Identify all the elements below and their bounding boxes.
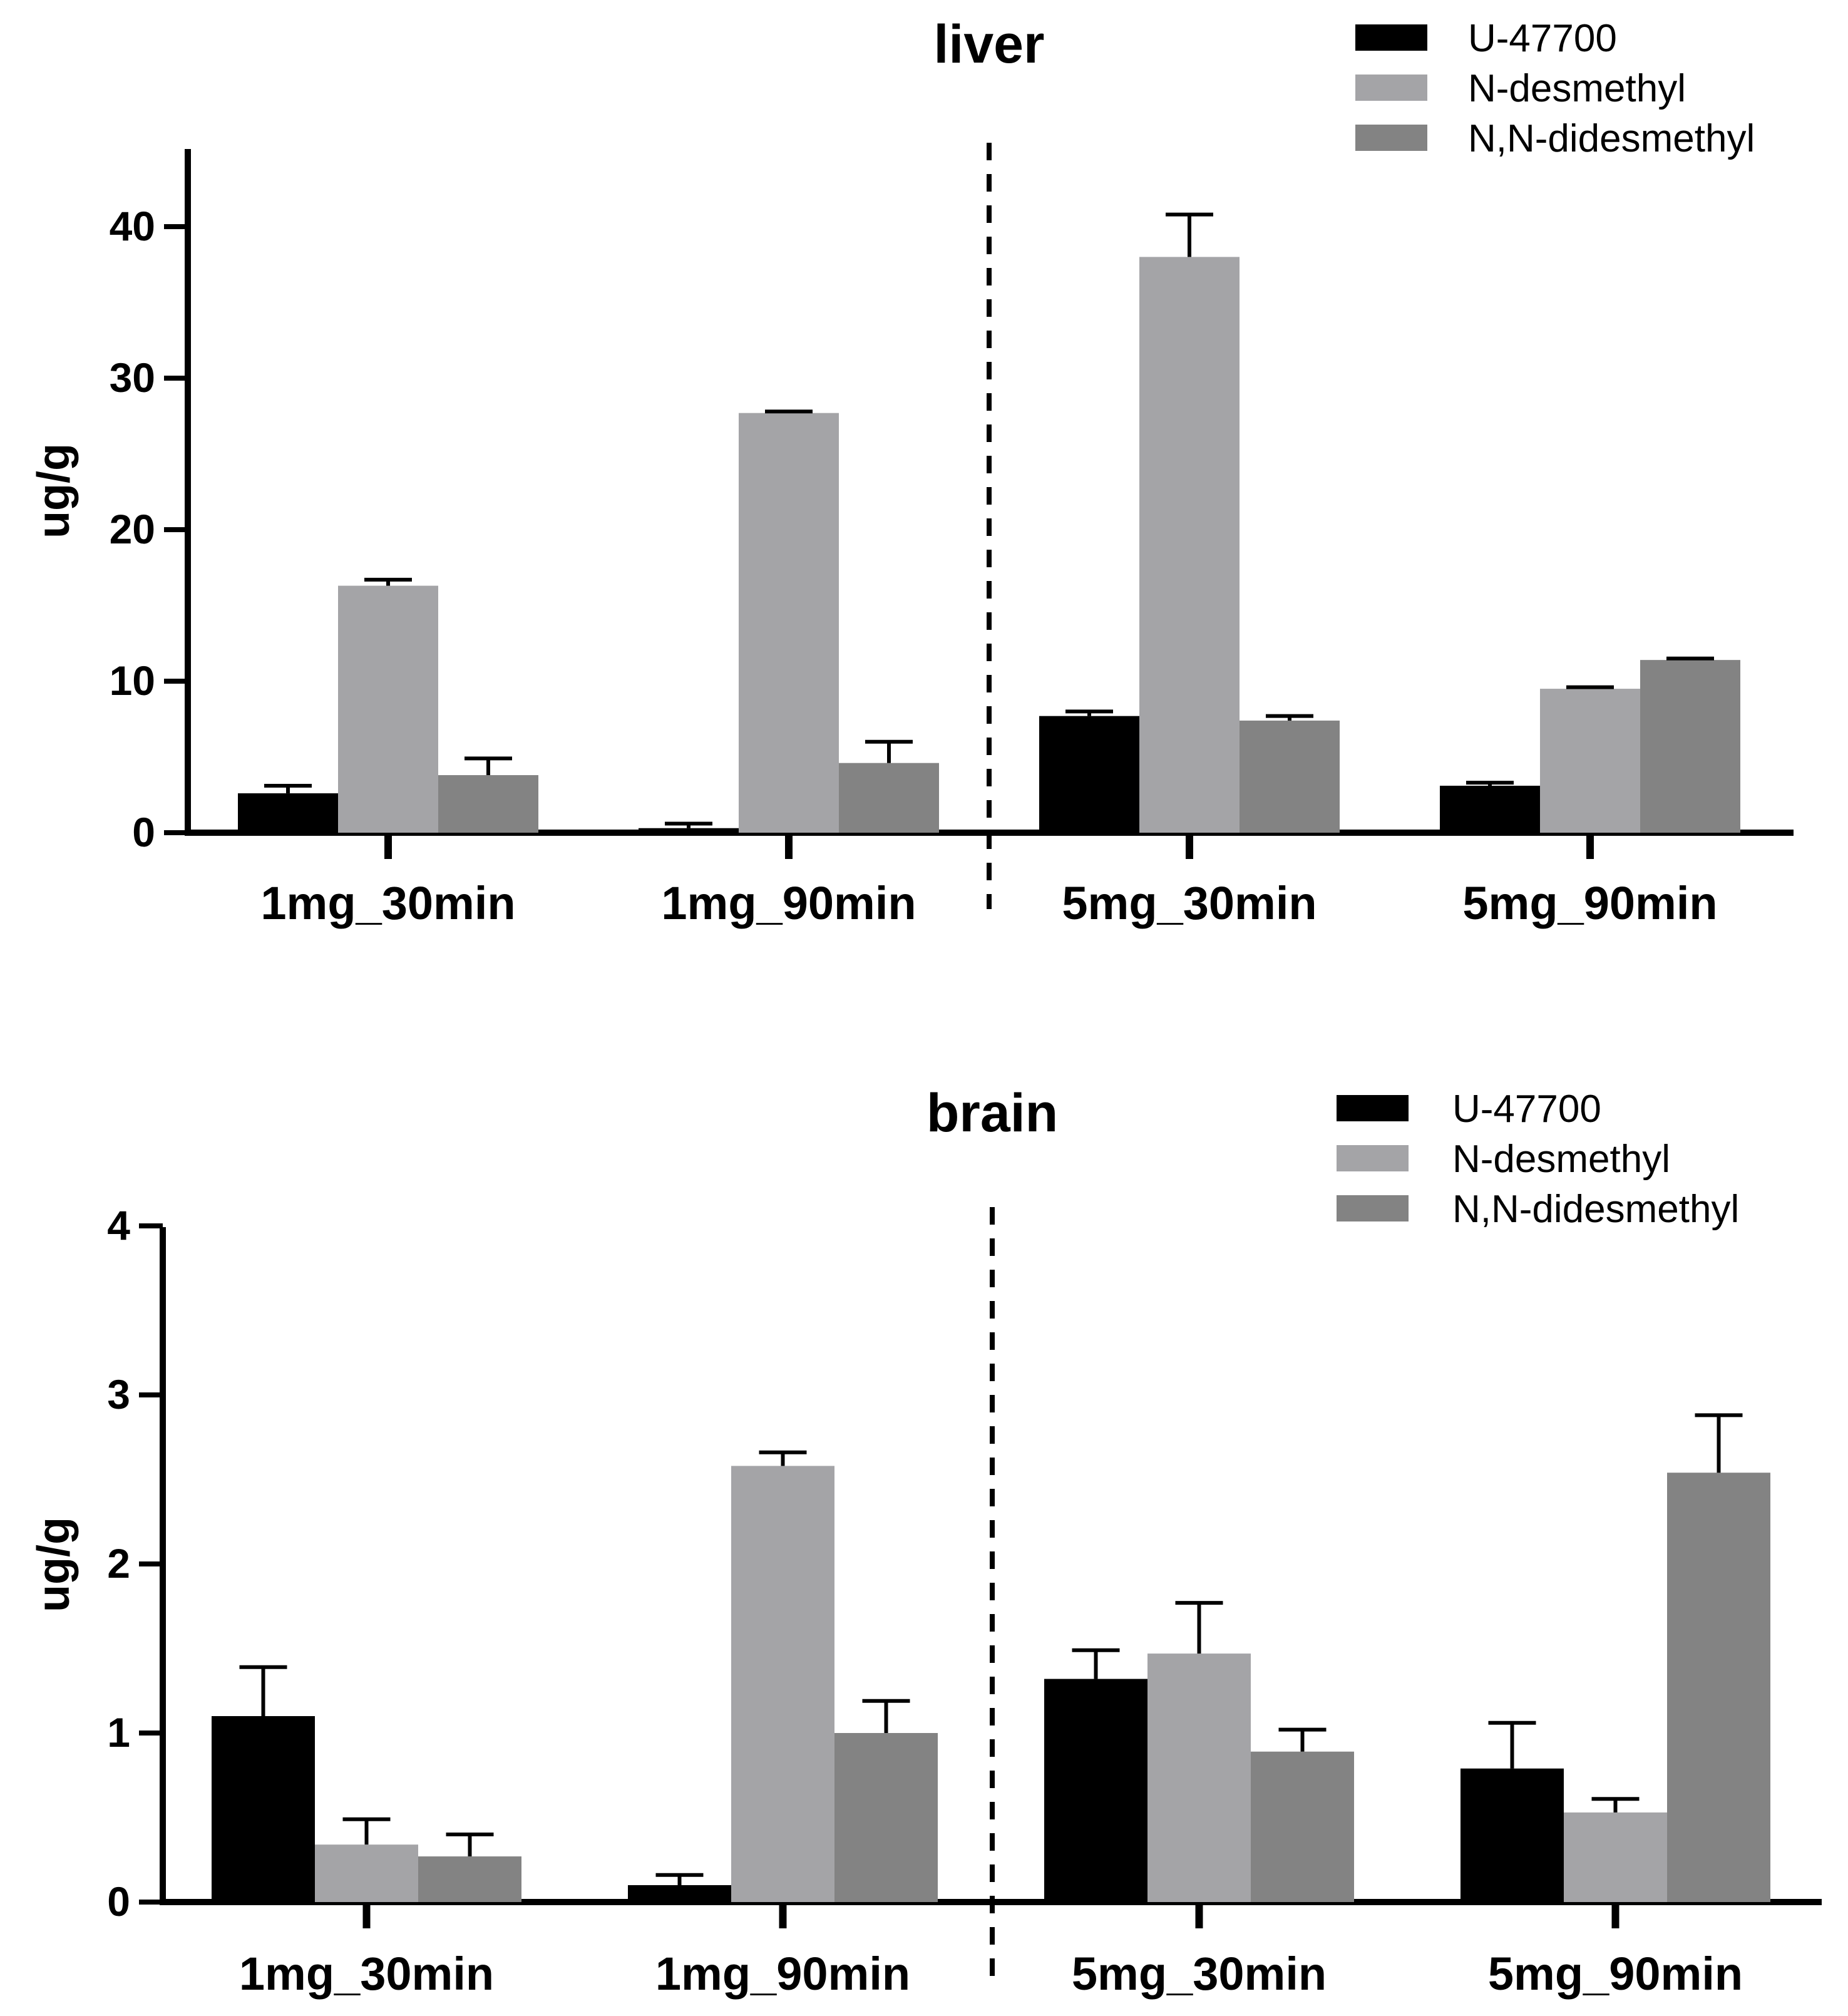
- x-tick-label: 5mg_90min: [1462, 877, 1717, 929]
- bar: [418, 1856, 521, 1902]
- y-axis-label: ug/g: [29, 443, 79, 538]
- y-tick-label: 4: [107, 1202, 130, 1248]
- y-tick-label: 30: [110, 354, 155, 401]
- legend-swatch: [1337, 1195, 1409, 1221]
- bar: [839, 763, 939, 833]
- legend-label: N,N-didesmethyl: [1468, 117, 1755, 160]
- y-tick-label: 0: [107, 1878, 130, 1925]
- y-tick-label: 2: [107, 1540, 130, 1587]
- bar: [1039, 716, 1139, 833]
- bar: [1044, 1679, 1147, 1902]
- y-tick-label: 0: [132, 809, 155, 855]
- bar: [1564, 1812, 1667, 1902]
- bar: [1440, 785, 1540, 833]
- bar: [639, 828, 739, 833]
- bar: [1667, 1473, 1770, 1902]
- legend-label: N,N-didesmethyl: [1452, 1188, 1739, 1231]
- legend-swatch: [1355, 24, 1427, 51]
- chart-liver: liver ug/g 0 10 20 30 40 1mg_30min 1mg_90min 5mg_…: [29, 14, 1794, 929]
- bar: [212, 1716, 315, 1902]
- x-tick-label: 1mg_90min: [655, 1948, 910, 2000]
- legend-label: U-47700: [1452, 1088, 1601, 1131]
- bar: [338, 585, 438, 833]
- legend-swatch: [1337, 1095, 1409, 1121]
- bar: [1540, 689, 1640, 833]
- x-tick-label: 1mg_30min: [239, 1948, 494, 2000]
- y-tick-label: 1: [107, 1709, 130, 1756]
- bar: [1139, 257, 1240, 833]
- y-tick-label: 20: [110, 506, 155, 552]
- x-tick-label: 1mg_90min: [661, 877, 916, 929]
- y-tick-label: 40: [110, 203, 155, 249]
- chart-brain: brain ug/g 0 1 2 3 4 1mg_30min 1mg_90min 5mg_30mi…: [29, 1083, 1822, 2000]
- legend-swatch: [1355, 75, 1427, 101]
- legend-label: N-desmethyl: [1452, 1138, 1670, 1181]
- bar: [1460, 1768, 1564, 1902]
- bar: [628, 1885, 731, 1902]
- legend-label: N-desmethyl: [1468, 67, 1686, 110]
- bar: [731, 1466, 834, 1902]
- legend: U-47700 N-desmethyl N,N-didesmethyl: [1337, 1088, 1739, 1231]
- y-tick-label: 3: [107, 1371, 130, 1417]
- x-tick-label: 5mg_30min: [1062, 877, 1317, 929]
- bar: [1640, 660, 1740, 833]
- y-tick-label: 10: [110, 657, 155, 704]
- x-tick-label: 5mg_90min: [1488, 1948, 1743, 2000]
- chart-title: brain: [927, 1083, 1058, 1143]
- legend-swatch: [1355, 125, 1427, 151]
- bar: [739, 413, 839, 833]
- y-axis-label: ug/g: [29, 1517, 79, 1612]
- bar: [1251, 1751, 1354, 1902]
- bar: [1240, 720, 1340, 833]
- bar: [834, 1733, 938, 1902]
- legend: U-47700 N-desmethyl N,N-didesmethyl: [1355, 17, 1755, 160]
- bar: [438, 775, 538, 833]
- legend-label: U-47700: [1468, 17, 1617, 60]
- chart-title: liver: [934, 14, 1045, 75]
- bar: [1147, 1653, 1251, 1902]
- x-tick-label: 5mg_30min: [1072, 1948, 1327, 2000]
- bar: [238, 793, 338, 833]
- legend-swatch: [1337, 1145, 1409, 1171]
- bar: [315, 1844, 418, 1902]
- x-tick-label: 1mg_30min: [260, 877, 515, 929]
